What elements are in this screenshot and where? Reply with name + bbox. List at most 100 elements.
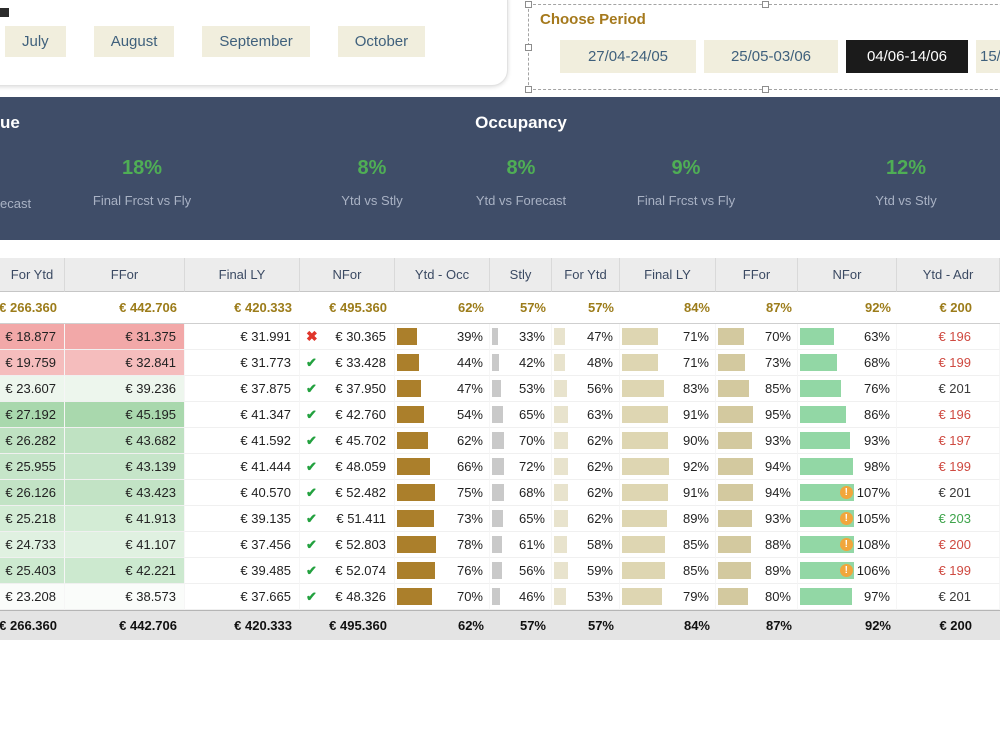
occupancy-cell-stly: 61% — [490, 532, 552, 558]
occupancy-value: 62% — [586, 459, 613, 474]
column-header-nfor[interactable]: NFor — [798, 258, 897, 292]
occupancy-cell-stly: 68% — [490, 480, 552, 506]
month-slicer-card: July August September October — [0, 0, 508, 86]
occupancy-cell-ffor: 93% — [716, 428, 798, 454]
check-icon: ✔ — [306, 536, 317, 552]
month-button-october[interactable]: October — [337, 26, 426, 57]
column-header-nfor[interactable]: NFor — [300, 258, 395, 292]
stly-data-bar — [492, 458, 505, 475]
stly-data-bar — [492, 380, 501, 397]
adr-cell: € 196 — [897, 324, 1000, 350]
month-button-september[interactable]: September — [202, 26, 310, 57]
revenue-cell: € 25.218 — [0, 506, 65, 532]
final_ly-data-bar — [622, 432, 668, 449]
selection-handle[interactable] — [525, 44, 532, 51]
occupancy-value: 65% — [518, 407, 545, 422]
revenue-cell: € 24.733 — [0, 532, 65, 558]
for_ytd-data-bar — [554, 588, 567, 605]
revenue-cell: € 37.456 — [185, 532, 300, 558]
kpi-value: 18% — [121, 157, 163, 179]
occupancy-cell-nfor: 76% — [798, 376, 897, 402]
nfor-data-bar — [800, 588, 853, 605]
occupancy-value: ! 108% — [839, 537, 890, 552]
month-button-august[interactable]: August — [93, 26, 175, 57]
ytd_occ-data-bar — [397, 588, 432, 605]
summary-occ-cell: 62% — [395, 292, 490, 324]
selection-handle[interactable] — [525, 1, 532, 8]
selection-handle[interactable] — [762, 1, 769, 8]
ytd_occ-data-bar — [397, 432, 428, 449]
column-header-ffor[interactable]: FFor — [65, 258, 185, 292]
final_ly-data-bar — [622, 354, 659, 371]
nfor-data-bar — [800, 380, 842, 397]
period-button-1[interactable]: 25/05-03/06 — [704, 40, 838, 73]
column-header-final-ly[interactable]: Final LY — [620, 258, 716, 292]
column-header-for-ytd[interactable]: For Ytd — [0, 258, 65, 292]
revenue-cell: ✔ € 51.411 — [300, 506, 395, 532]
final_ly-data-bar — [622, 536, 666, 553]
kpi-label-fragment: ecast — [0, 196, 32, 211]
occupancy-cell-ytd_occ: 73% — [395, 506, 490, 532]
occupancy-value: 62% — [456, 433, 483, 448]
column-header-ytd-occ[interactable]: Ytd - Occ — [395, 258, 490, 292]
column-header-ffor[interactable]: FFor — [716, 258, 798, 292]
revenue-cell: € 26.126 — [0, 480, 65, 506]
occupancy-cell-final_ly: 83% — [620, 376, 716, 402]
selection-handle[interactable] — [762, 86, 769, 93]
check-icon: ✔ — [306, 432, 317, 448]
for_ytd-data-bar — [554, 458, 569, 475]
occupancy-value: 53% — [518, 381, 545, 396]
revenue-cell: € 37.875 — [185, 376, 300, 402]
occupancy-value: 89% — [682, 511, 709, 526]
check-icon: ✔ — [306, 562, 317, 578]
occupancy-cell-for_ytd: 47% — [552, 324, 620, 350]
period-button-0[interactable]: 27/04-24/05 — [560, 40, 696, 73]
summary-rev-cell: € 495.360 — [300, 292, 395, 324]
table-row: € 19.759 € 32.841 € 31.773 ✔ € 33.428 44% 42% 4… — [0, 350, 1000, 376]
final_ly-data-bar — [622, 484, 669, 501]
adr-cell: € 196 — [897, 402, 1000, 428]
ytd_occ-data-bar — [397, 510, 434, 527]
occupancy-cell-for_ytd: 63% — [552, 402, 620, 428]
month-button-july[interactable]: July — [5, 26, 66, 57]
period-button-2[interactable]: 04/06-14/06 — [846, 40, 968, 73]
kpi-2: 8% Ytd vs Forecast — [406, 97, 636, 208]
for_ytd-data-bar — [554, 432, 569, 449]
revenue-cell: ✔ € 37.950 — [300, 376, 395, 402]
occupancy-cell-for_ytd: 62% — [552, 454, 620, 480]
column-header-final-ly[interactable]: Final LY — [185, 258, 300, 292]
column-header-stly[interactable]: Stly — [490, 258, 552, 292]
column-header-for-ytd[interactable]: For Ytd — [552, 258, 620, 292]
summary-occ-cell: 92% — [798, 610, 897, 640]
for_ytd-data-bar — [554, 562, 568, 579]
summary-rev-cell: € 495.360 — [300, 610, 395, 640]
revenue-cell: € 41.107 — [65, 532, 185, 558]
selection-handle[interactable] — [525, 86, 532, 93]
occupancy-value: 94% — [764, 485, 791, 500]
occupancy-value: 73% — [764, 355, 791, 370]
selection-handle-icon[interactable] — [0, 8, 9, 17]
period-button-3[interactable]: 15/0 — [976, 40, 1000, 73]
revenue-cell: € 39.485 — [185, 558, 300, 584]
adr-cell: € 199 — [897, 454, 1000, 480]
summary-rev-cell: € 420.333 — [185, 292, 300, 324]
stly-data-bar — [492, 432, 504, 449]
occupancy-cell-ytd_occ: 66% — [395, 454, 490, 480]
occupancy-cell-final_ly: 92% — [620, 454, 716, 480]
summary-occ-cell: 57% — [552, 610, 620, 640]
ytd_occ-data-bar — [397, 406, 424, 423]
occupancy-value: 70% — [518, 433, 545, 448]
table-row: € 27.192 € 45.195 € 41.347 ✔ € 42.760 54% 65% 6… — [0, 402, 1000, 428]
occupancy-value: 93% — [764, 511, 791, 526]
occupancy-value: 91% — [682, 407, 709, 422]
occupancy-cell-final_ly: 89% — [620, 506, 716, 532]
occupancy-cell-nfor: ! 108% — [798, 532, 897, 558]
ffor-data-bar — [718, 588, 748, 605]
x-icon: ✖ — [306, 328, 318, 344]
stly-data-bar — [492, 588, 500, 605]
data-table: For Ytd FFor Final LY NFor Ytd - Occ Stly For … — [0, 258, 1000, 640]
final_ly-data-bar — [622, 458, 669, 475]
column-header-ytd-adr[interactable]: Ytd - Adr — [897, 258, 1000, 292]
occupancy-value: 76% — [456, 563, 483, 578]
table-total-row: € 266.360 € 442.706 € 420.333 € 495.360 62% 5… — [0, 292, 1000, 324]
